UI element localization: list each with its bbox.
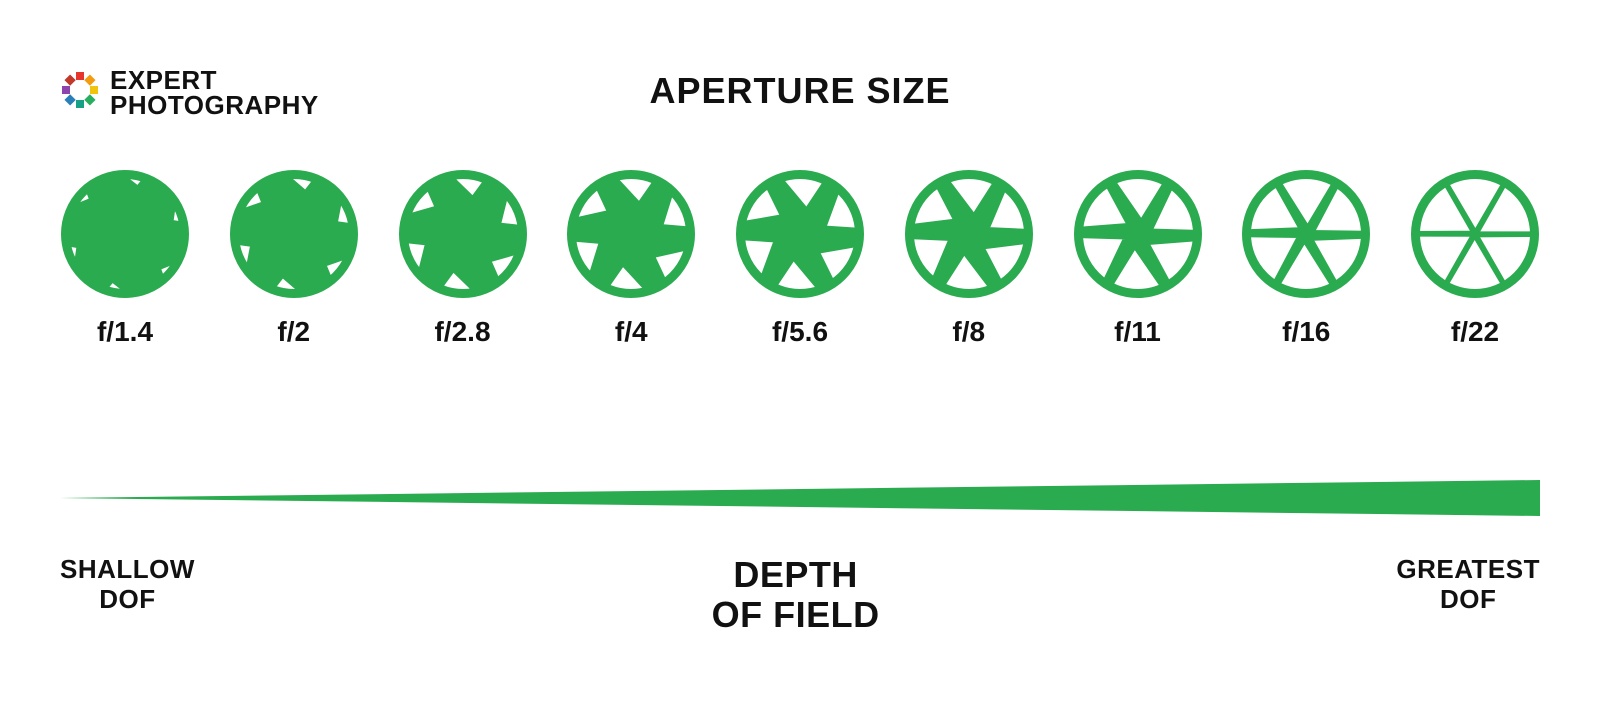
label-shallow-line1: SHALLOW <box>60 555 195 585</box>
aperture-label: f/2 <box>277 316 310 348</box>
aperture-label: f/8 <box>952 316 985 348</box>
label-shallow-line2: DOF <box>60 585 195 615</box>
aperture-item: f/2.8 <box>388 170 538 348</box>
aperture-label: f/16 <box>1282 316 1330 348</box>
dof-wedge <box>60 480 1540 521</box>
aperture-icon <box>567 170 695 298</box>
label-greatest-line2: DOF <box>1396 585 1540 615</box>
aperture-label: f/11 <box>1114 316 1161 348</box>
aperture-item: f/1.4 <box>50 170 200 348</box>
aperture-row: f/1.4 f/2 f/2.8 f/4 f/5.6 f/8 f/11 f/16 f/22 <box>50 170 1550 348</box>
aperture-icon <box>399 170 527 298</box>
aperture-item: f/8 <box>894 170 1044 348</box>
aperture-icon <box>230 170 358 298</box>
label-greatest-line1: GREATEST <box>1396 555 1540 585</box>
label-dof-line2: OF FIELD <box>712 595 880 635</box>
aperture-item: f/4 <box>556 170 706 348</box>
aperture-icon <box>905 170 1033 298</box>
aperture-item: f/16 <box>1231 170 1381 348</box>
aperture-label: f/2.8 <box>434 316 490 348</box>
aperture-item: f/22 <box>1400 170 1550 348</box>
label-greatest-dof: GREATEST DOF <box>1396 555 1540 615</box>
bottom-labels: SHALLOW DOF DEPTH OF FIELD GREATEST DOF <box>60 555 1540 634</box>
aperture-icon <box>736 170 864 298</box>
label-depth-of-field: DEPTH OF FIELD <box>712 555 880 634</box>
aperture-label: f/4 <box>615 316 648 348</box>
label-shallow-dof: SHALLOW DOF <box>60 555 195 615</box>
aperture-item: f/5.6 <box>725 170 875 348</box>
aperture-icon <box>1242 170 1370 298</box>
aperture-icon <box>61 170 189 298</box>
infographic-root: EXPERT PHOTOGRAPHY APERTURE SIZE f/1.4f/… <box>0 0 1600 712</box>
aperture-icon <box>1411 170 1539 298</box>
aperture-item: f/11 <box>1063 170 1213 348</box>
aperture-icon <box>1074 170 1202 298</box>
page-title: APERTURE SIZE <box>0 70 1600 112</box>
aperture-item: f/2 <box>219 170 369 348</box>
aperture-label: f/22 <box>1451 316 1499 348</box>
aperture-label: f/1.4 <box>97 316 153 348</box>
label-dof-line1: DEPTH <box>712 555 880 595</box>
aperture-label: f/5.6 <box>772 316 828 348</box>
